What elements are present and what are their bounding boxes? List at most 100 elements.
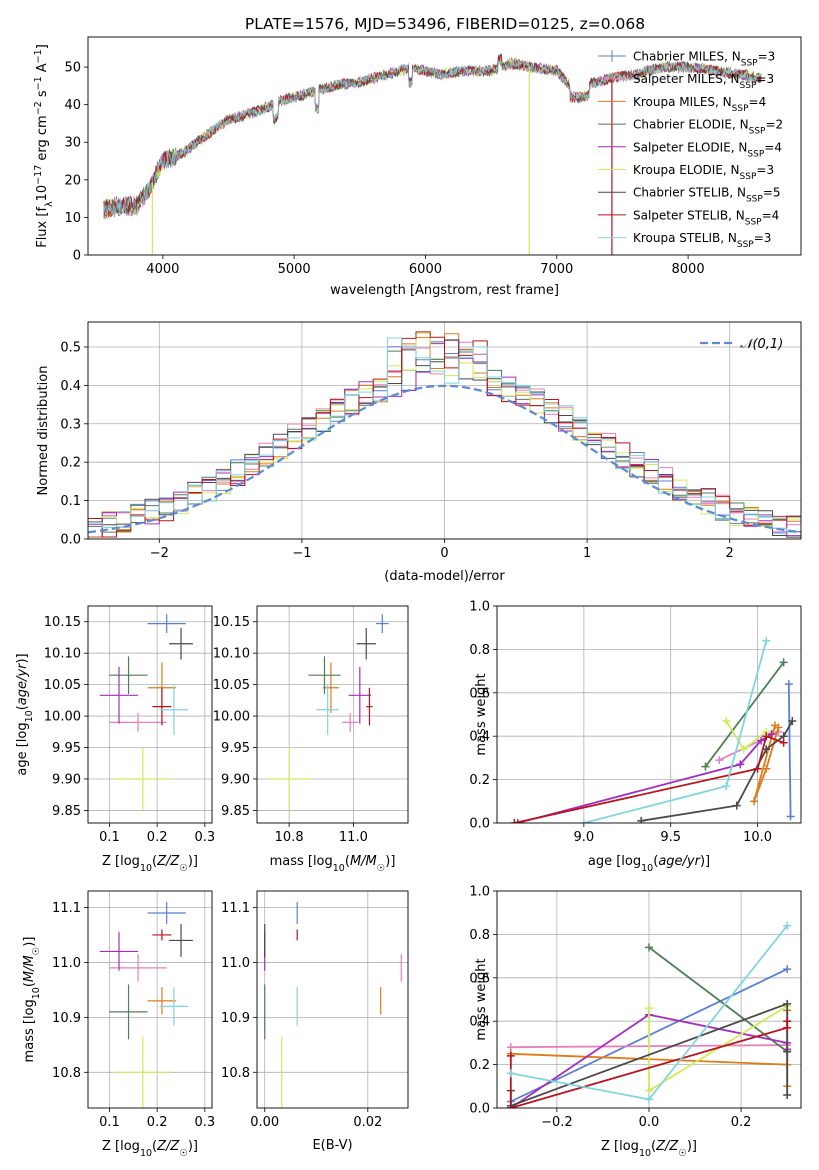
y-tick-label: 0.0 bbox=[60, 533, 81, 548]
weight-marker bbox=[783, 1017, 792, 1026]
y-tick-label: 10.8 bbox=[221, 1066, 250, 1081]
legend-entry: Kroupa ELODIE, NSSP=3 bbox=[598, 163, 774, 182]
weight-line bbox=[704, 661, 785, 768]
x-tick-label: 9.5 bbox=[660, 830, 681, 845]
legend-label: Kroupa STELIB, NSSP=3 bbox=[633, 231, 771, 250]
y-tick-label: 0 bbox=[73, 249, 81, 264]
weight-line bbox=[725, 720, 767, 751]
y-tick-label: 9.95 bbox=[221, 741, 250, 756]
x-tick-label: 0.3 bbox=[195, 1115, 216, 1130]
errorbar-salpeter-stelib bbox=[366, 687, 373, 726]
panel-age-vs-mass: 10.8 11.0 9.85 9.90 9.95 10.00 10.05 10.10 10.15… bbox=[213, 605, 409, 874]
axes-frame bbox=[87, 605, 213, 824]
y-tick-label: 20 bbox=[64, 173, 81, 188]
y-axis-label: mass weight bbox=[474, 673, 489, 755]
y-tick-label: 9.90 bbox=[52, 772, 81, 787]
y-tick-label: 9.85 bbox=[52, 804, 81, 819]
x-axis-label: age [log10(age/yr)] bbox=[588, 854, 710, 874]
x-axis-label: mass [log10(M/M☉)] bbox=[270, 854, 396, 874]
weight-marker bbox=[783, 1090, 792, 1099]
weight-marker bbox=[757, 736, 766, 745]
y-tick-label: 0.0 bbox=[469, 817, 490, 832]
y-tick-label: 10.9 bbox=[221, 1011, 250, 1026]
weight-marker bbox=[762, 636, 771, 645]
errorbar-chabrier-stelib bbox=[356, 628, 376, 660]
x-tick-label: 0.0 bbox=[639, 1115, 660, 1130]
weight-marker bbox=[506, 1069, 515, 1078]
weight-marker bbox=[722, 717, 731, 726]
plot-area-mass-vs-ebv bbox=[257, 891, 408, 1108]
legend-entry: Salpeter MILES, NSSP=3 bbox=[598, 72, 774, 91]
y-tick-label: 30 bbox=[64, 136, 81, 151]
errorbar-kroupa-elodie bbox=[114, 747, 172, 811]
y-tick-label: 10.15 bbox=[213, 615, 250, 630]
x-tick-label: 8000 bbox=[672, 262, 705, 277]
weight-line bbox=[648, 946, 788, 1053]
x-tick-label: 6000 bbox=[409, 262, 442, 277]
axes-frame bbox=[256, 605, 409, 824]
weight-marker bbox=[783, 1047, 792, 1056]
y-tick-label: 10.8 bbox=[52, 1066, 81, 1081]
panel-weight-vs-Z: −0.2 0.0 0.2 0.0 0.2 0.4 0.6 0.8 1.0 Z [log10(Z/Z… bbox=[469, 885, 802, 1159]
errorbar-salpeter-miles bbox=[109, 954, 167, 982]
weight-marker bbox=[579, 819, 588, 823]
legend-entry: Chabrier STELIB, NSSP=5 bbox=[598, 186, 781, 205]
x-tick-label: 1 bbox=[583, 546, 591, 561]
weight-marker bbox=[506, 1104, 515, 1108]
axes-frame bbox=[256, 890, 409, 1109]
y-tick-label: 10 bbox=[64, 211, 81, 226]
weight-series-kroupa-stelib bbox=[506, 921, 792, 1104]
errorbar-kroupa-stelib bbox=[316, 684, 339, 735]
errorbar-kroupa-elodie bbox=[114, 1036, 172, 1108]
y-tick-label: 0.6 bbox=[469, 686, 490, 701]
axes-frame bbox=[87, 321, 802, 540]
plot-area-age-vs-mass bbox=[257, 606, 408, 823]
weight-marker bbox=[506, 1051, 515, 1060]
weight-line bbox=[517, 733, 772, 823]
errorbar-kroupa-stelib bbox=[159, 684, 189, 735]
weight-marker bbox=[753, 764, 762, 773]
weight-marker bbox=[715, 756, 724, 765]
x-axis-label: (data-model)/error bbox=[384, 569, 505, 584]
x-tick-label: −0.2 bbox=[541, 1115, 573, 1130]
x-tick-label: 4000 bbox=[146, 262, 179, 277]
x-tick-label: 0.2 bbox=[147, 1115, 168, 1130]
plot-area-spectrum bbox=[103, 53, 762, 255]
axes-frame bbox=[496, 605, 802, 824]
y-tick-label: 11.0 bbox=[52, 956, 81, 971]
legend-label: Salpeter MILES, NSSP=3 bbox=[633, 72, 774, 91]
weight-marker bbox=[645, 1086, 653, 1095]
x-tick-label: 0.3 bbox=[195, 830, 216, 845]
y-tick-label: 0.4 bbox=[60, 379, 81, 394]
weight-series-salpeter-stelib bbox=[506, 1017, 792, 1108]
y-tick-label: 10.9 bbox=[52, 1011, 81, 1026]
y-tick-label: 40 bbox=[64, 98, 81, 113]
panel-weight-vs-age: 9.0 9.5 10.0 0.0 0.2 0.4 0.6 0.8 1.0 age [log10(a… bbox=[469, 600, 802, 874]
errorbar-salpeter-miles bbox=[342, 712, 359, 732]
y-tick-label: 0.4 bbox=[469, 730, 490, 745]
legend-entry: Salpeter ELODIE, NSSP=4 bbox=[598, 140, 782, 159]
x-axis-label: Z [log10(Z/Z☉)] bbox=[102, 854, 198, 874]
weight-series-salpeter-elodie bbox=[513, 730, 776, 823]
errorbar-chabrier-miles bbox=[147, 614, 186, 634]
legend-label: 𝒩(0,1) bbox=[740, 337, 783, 352]
errorbar-chabrier-elodie bbox=[308, 656, 341, 695]
y-tick-label: 1.0 bbox=[469, 600, 490, 615]
x-tick-label: 0.02 bbox=[353, 1115, 382, 1130]
y-axis-label: Flux [fλ10−17 erg cm−2 s−1 A−1] bbox=[33, 44, 55, 248]
errorbar-salpeter-stelib bbox=[152, 929, 172, 941]
legend-label: Chabrier MILES, NSSP=3 bbox=[633, 50, 775, 69]
weight-marker bbox=[783, 965, 792, 974]
errorbar-salpeter-elodie bbox=[348, 667, 372, 724]
y-tick-label: 10.00 bbox=[213, 710, 250, 725]
hist-kroupa-stelib bbox=[88, 337, 801, 539]
y-tick-label: 10.05 bbox=[213, 678, 250, 693]
x-tick-label: 7000 bbox=[540, 262, 573, 277]
y-tick-label: 9.85 bbox=[221, 804, 250, 819]
weight-marker bbox=[783, 921, 792, 930]
legend-entry: Chabrier MILES, NSSP=3 bbox=[598, 50, 775, 69]
weight-marker bbox=[732, 801, 741, 810]
x-tick-label: −1 bbox=[292, 546, 311, 561]
legend-label: Chabrier ELODIE, NSSP=2 bbox=[633, 118, 783, 137]
